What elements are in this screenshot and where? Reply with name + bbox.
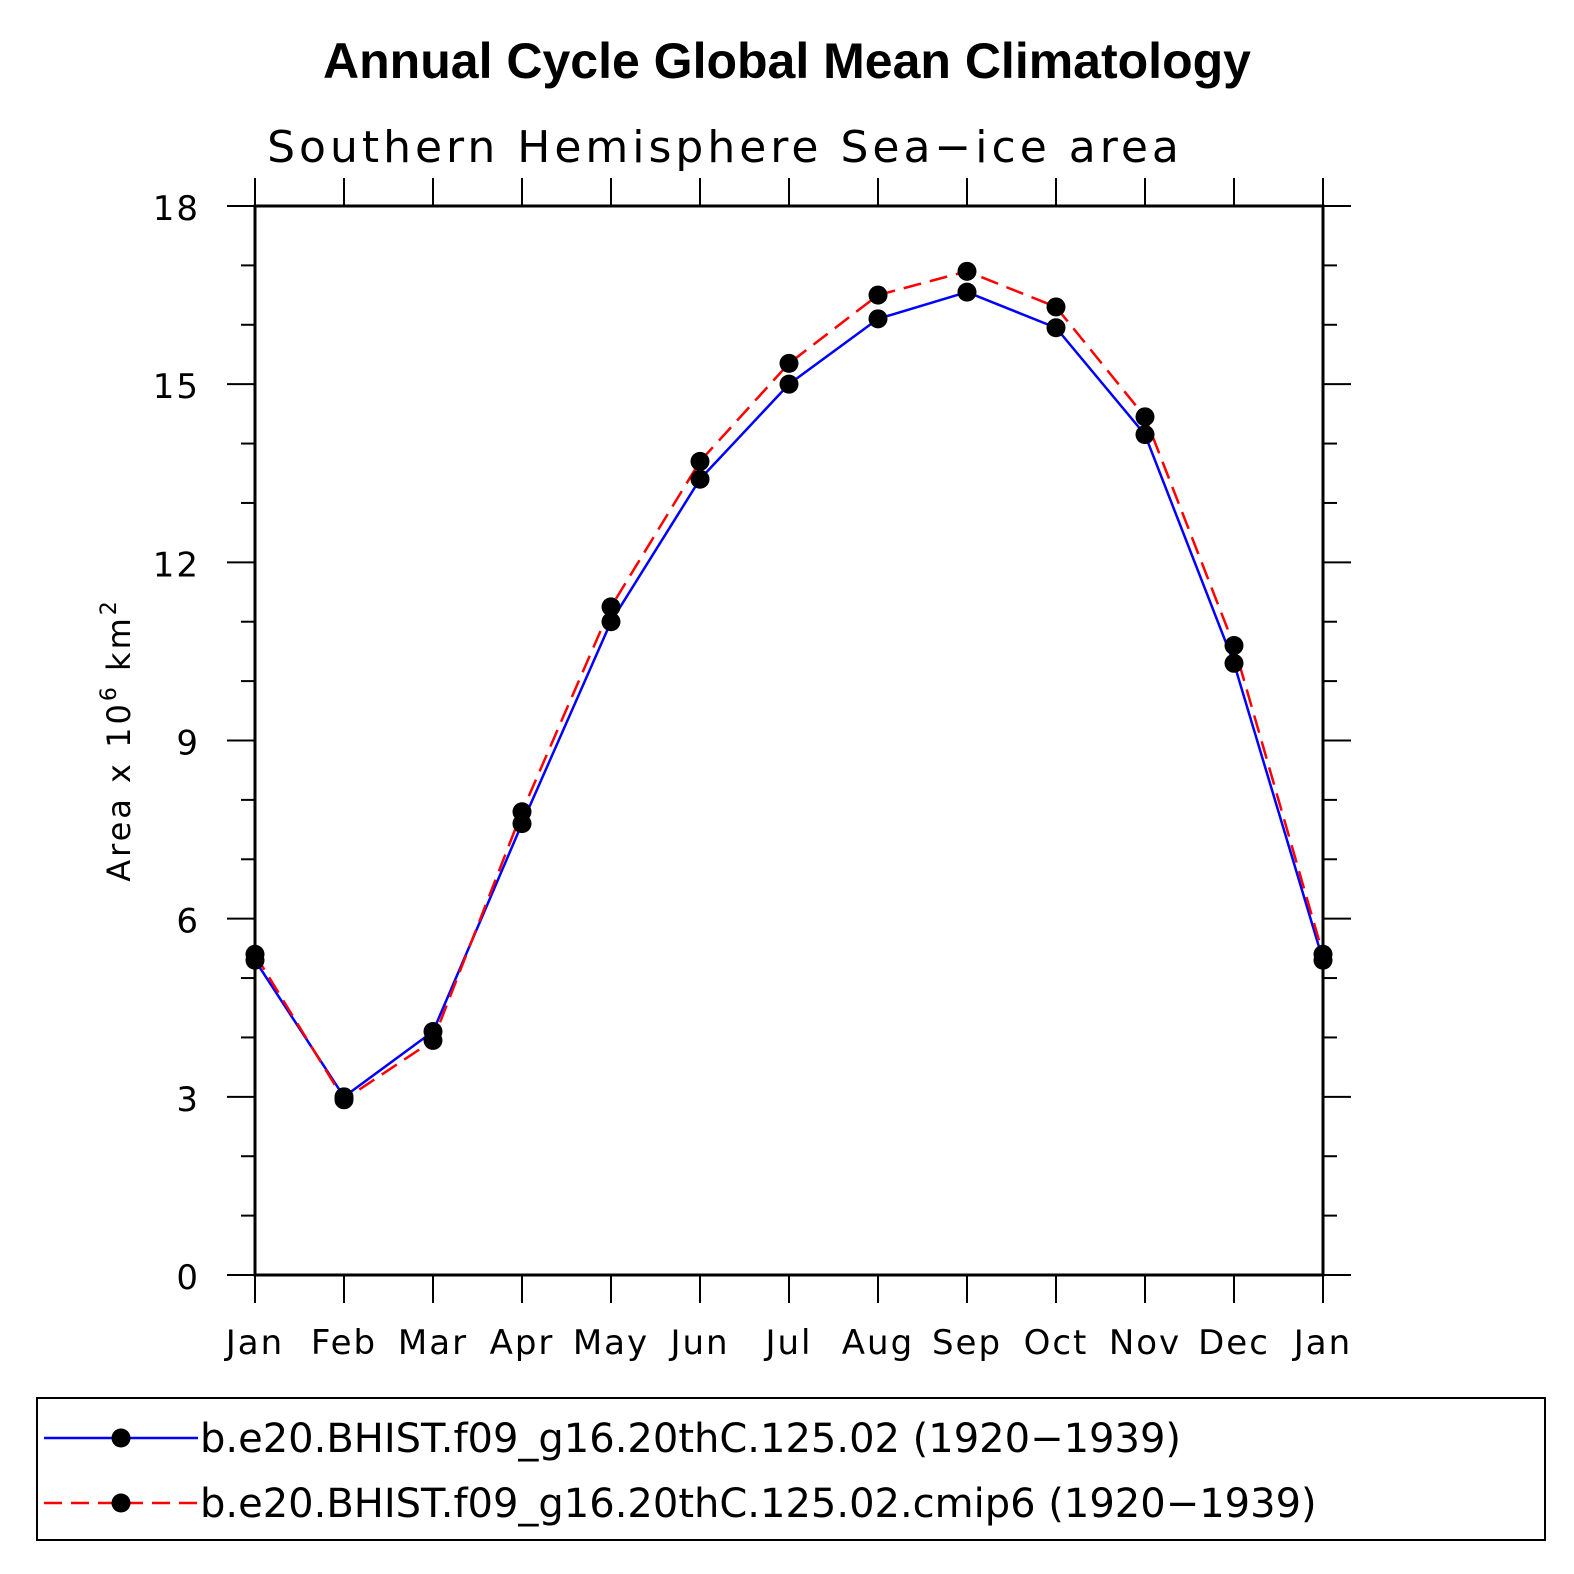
x-tick-label: Feb <box>311 1323 377 1363</box>
series-2-point <box>245 944 265 964</box>
series-2-point <box>868 285 888 305</box>
series-1-point <box>957 282 977 302</box>
y-tick-label: 6 <box>176 902 200 942</box>
legend-label-1: b.e20.BHIST.f09_g16.20thC.125.02 (1920−1… <box>200 1416 1181 1462</box>
y-tick-label: 12 <box>153 545 200 585</box>
x-tick-label: Oct <box>1024 1323 1089 1363</box>
y-tick-label: 3 <box>176 1080 200 1120</box>
y-tick-label: 18 <box>153 189 200 229</box>
y-tick-label: 15 <box>153 367 200 407</box>
x-tick-label: Mar <box>398 1323 468 1363</box>
x-tick-label: Apr <box>490 1323 555 1363</box>
series-1-point <box>1046 318 1066 338</box>
legend-item-1: b.e20.BHIST.f09_g16.20thC.125.02 (1920−1… <box>44 1416 1181 1462</box>
series-1-point <box>779 374 799 394</box>
series-2-point <box>601 597 621 617</box>
x-tick-label: Jan <box>224 1323 284 1363</box>
legend-swatch-marker <box>111 1428 131 1448</box>
series-1-point <box>1224 653 1244 673</box>
x-tick-label: Jun <box>668 1323 729 1363</box>
series-2-point <box>334 1090 354 1110</box>
series-2-point <box>423 1030 443 1050</box>
x-tick-label: Dec <box>1198 1323 1270 1363</box>
legend-swatch-marker <box>111 1493 131 1513</box>
y-axis: 0 3 6 9 12 15 18 <box>153 189 1351 1298</box>
series-1-point <box>690 469 710 489</box>
legend <box>36 1397 1546 1541</box>
x-tick-label: May <box>573 1323 649 1363</box>
chart-title: Annual Cycle Global Mean Climatology <box>323 33 1251 89</box>
series-2-point <box>1135 407 1155 427</box>
series-line-2 <box>253 270 1325 1102</box>
chart-subtitle: Southern Hemisphere Sea−ice area <box>267 122 1183 173</box>
series-layer <box>245 261 1333 1110</box>
series-1-point <box>1135 425 1155 445</box>
y-tick-label: 9 <box>176 724 200 764</box>
x-tick-label: Aug <box>842 1323 914 1363</box>
series-2-point <box>690 451 710 471</box>
legend-label-2: b.e20.BHIST.f09_g16.20thC.125.02.cmip6 (… <box>200 1481 1317 1527</box>
series-line-1 <box>253 290 1325 1099</box>
x-axis: Jan Feb Mar Apr May Jun Jul Aug Sep Oct Nov Dec Jan <box>224 178 1352 1363</box>
x-tick-label: Nov <box>1109 1323 1181 1363</box>
series-2-point <box>1224 635 1244 655</box>
x-tick-label: Sep <box>932 1323 1002 1363</box>
series-2-point <box>779 353 799 373</box>
series-2-point <box>512 802 532 822</box>
series-1-point <box>601 612 621 632</box>
legend-item-2: b.e20.BHIST.f09_g16.20thC.125.02.cmip6 (… <box>44 1481 1317 1527</box>
y-axis-label: Area x 106 km2 <box>97 598 138 882</box>
x-tick-label: Jul <box>763 1323 812 1363</box>
series-2-point <box>1046 297 1066 317</box>
x-tick-label: Jan <box>1292 1323 1352 1363</box>
series-2-point <box>957 261 977 281</box>
series-2-point <box>1313 944 1333 964</box>
y-tick-label: 0 <box>176 1258 200 1298</box>
series-1-point <box>868 309 888 329</box>
